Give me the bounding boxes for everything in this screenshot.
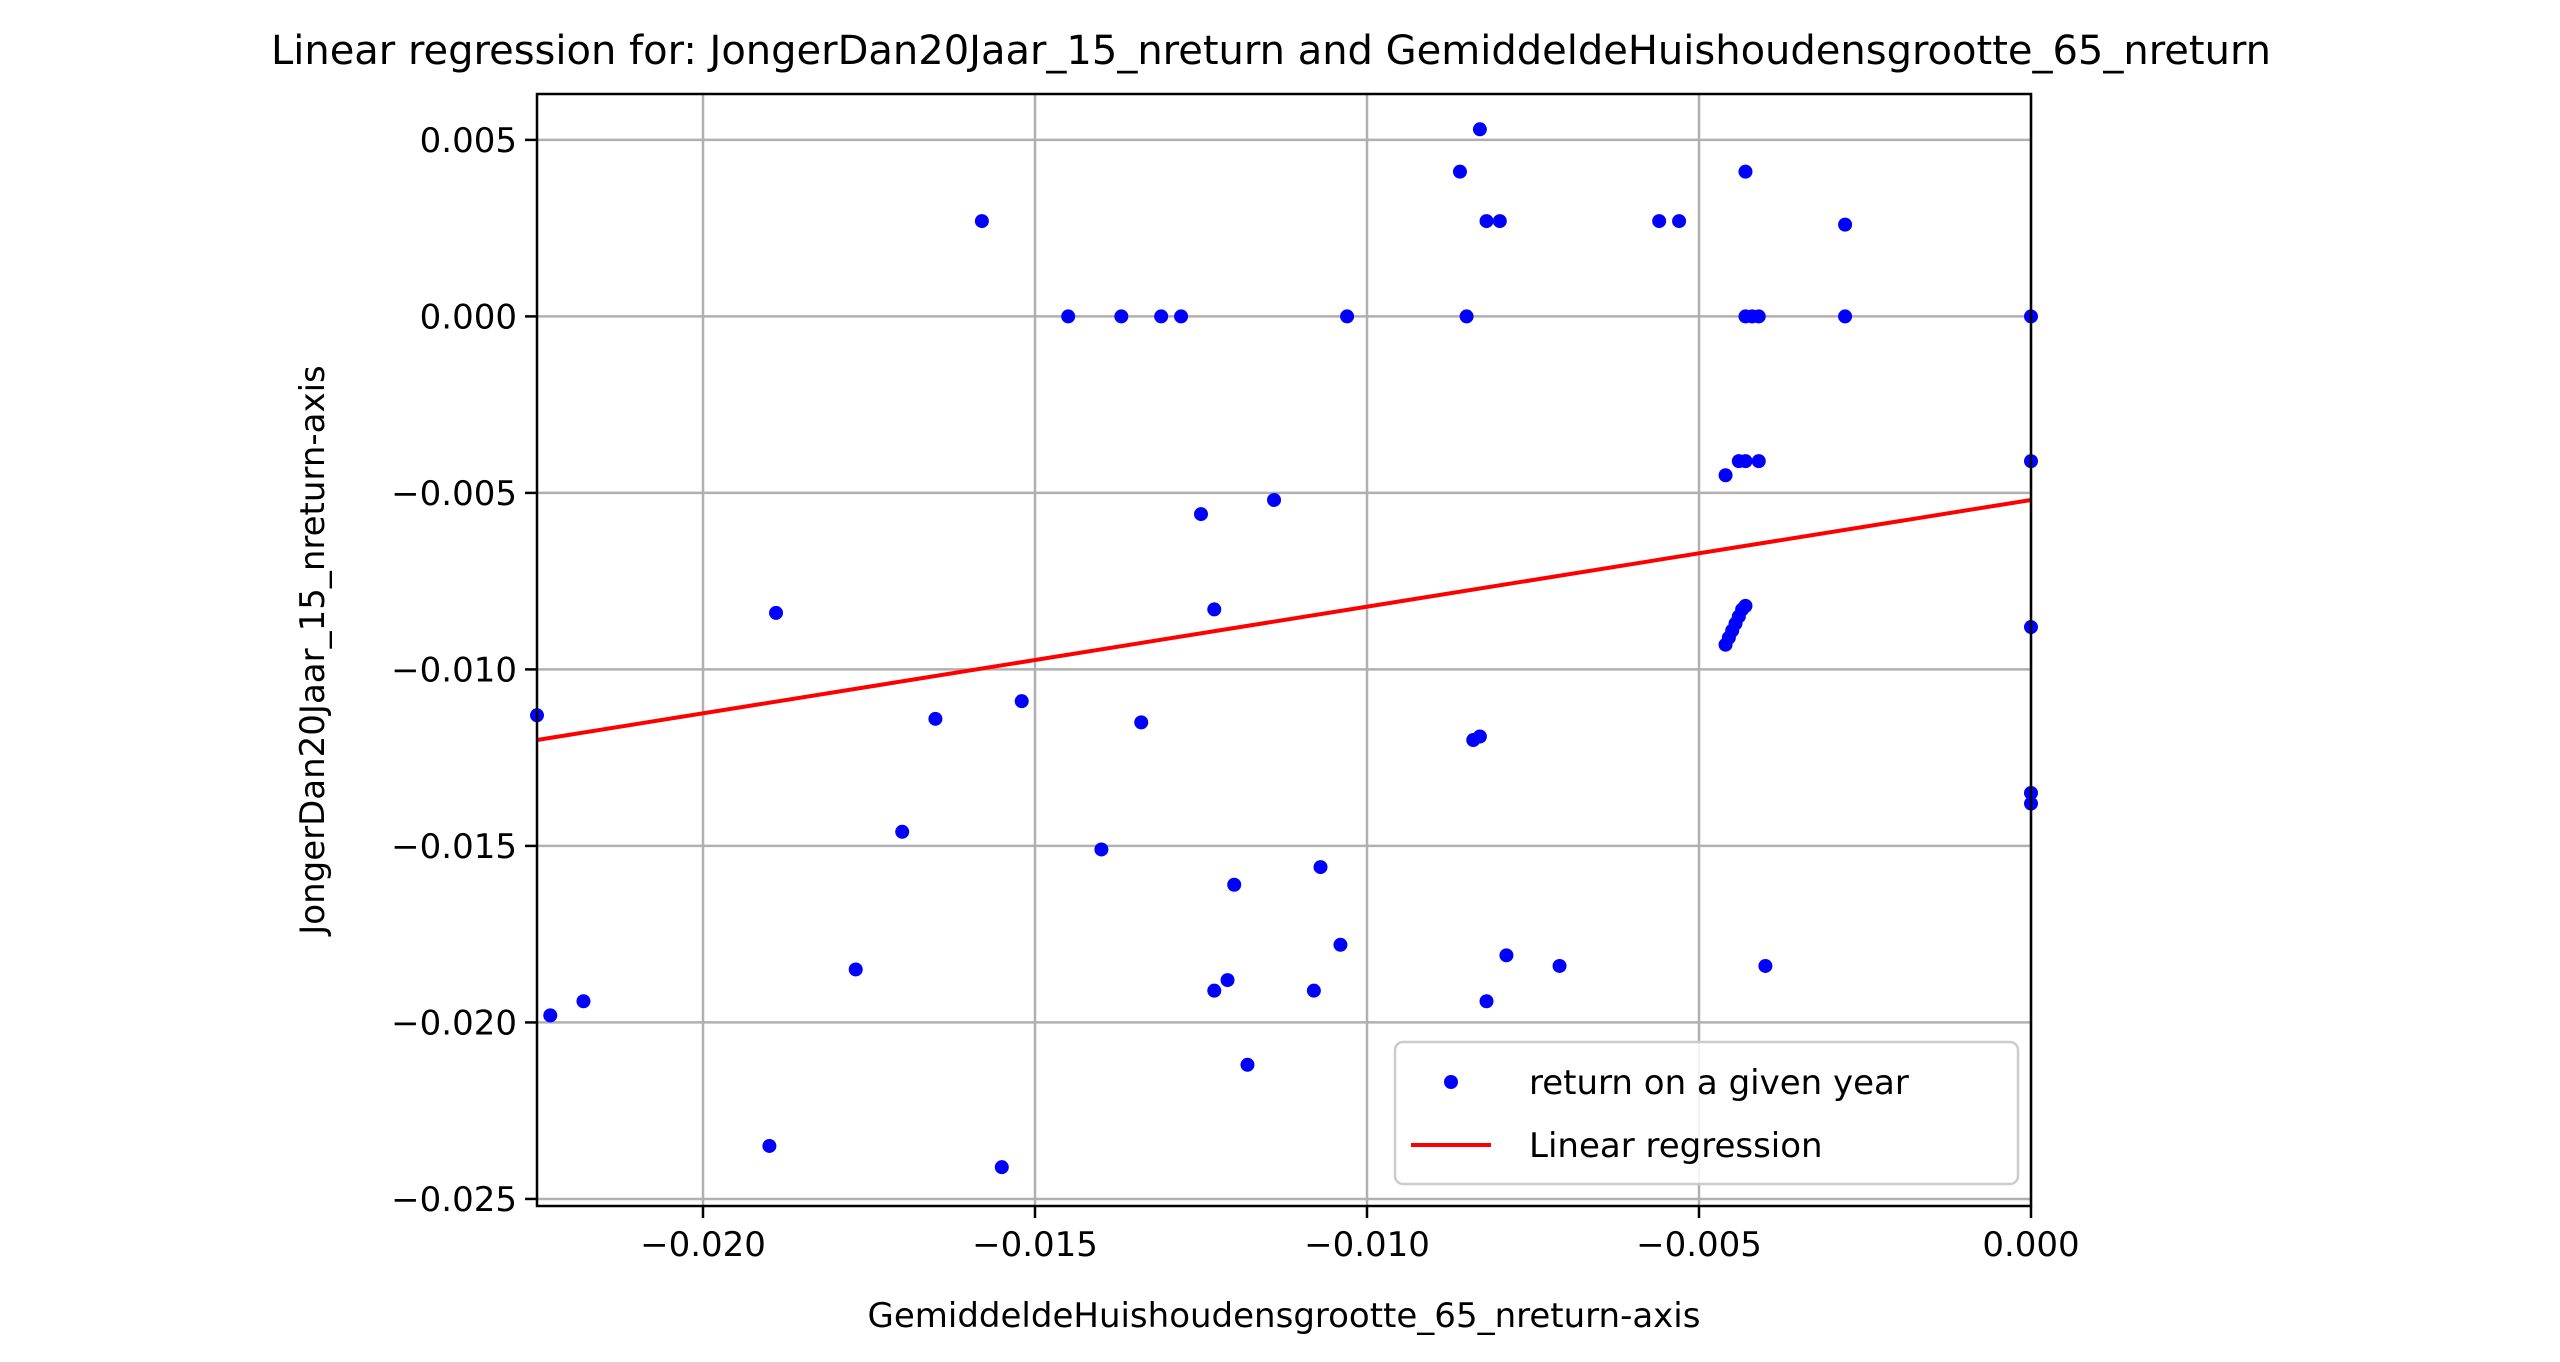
legend-label-scatter: return on a given year — [1529, 1063, 1909, 1103]
scatter-point — [1472, 122, 1487, 137]
legend: return on a given year Linear regression — [1393, 1040, 2020, 1186]
y-tick-label: 0.000 — [420, 297, 517, 337]
scatter-point — [1452, 164, 1467, 179]
scatter-point — [1738, 164, 1753, 179]
chart-title: Linear regression for: JongerDan20Jaar_1… — [271, 28, 2271, 74]
scatter-point — [895, 824, 910, 839]
x-axis-ticks: −0.020 −0.015 −0.010 −0.005 0.000 — [640, 1206, 2080, 1265]
scatter-point — [1751, 454, 1766, 469]
scatter-point — [1838, 217, 1853, 232]
y-axis-ticks: 0.005 0.000 −0.005 −0.010 −0.015 −0.020 −0.025 — [391, 121, 537, 1220]
x-tick-label: −0.005 — [1636, 1225, 1762, 1265]
scatter-point — [1652, 214, 1667, 229]
scatter-point — [1174, 309, 1189, 324]
x-tick-label: −0.010 — [1304, 1225, 1430, 1265]
scatter-point — [974, 214, 989, 229]
scatter-point — [769, 605, 784, 620]
scatter-point — [1672, 214, 1687, 229]
scatter-point — [1751, 309, 1766, 324]
scatter-point — [1499, 948, 1514, 963]
plot-area-frame — [535, 92, 2033, 1208]
scatter-point — [928, 711, 943, 726]
scatter-point — [1340, 309, 1355, 324]
scatter-point — [1838, 309, 1853, 324]
scatter-point — [1313, 860, 1328, 875]
y-tick-label: −0.020 — [391, 1003, 517, 1043]
scatter-point — [1094, 842, 1109, 857]
x-tick-label: −0.015 — [972, 1225, 1098, 1265]
scatter-point — [1459, 309, 1474, 324]
scatter-point — [1207, 602, 1222, 617]
scatter-point — [576, 994, 591, 1009]
scatter-point — [1061, 309, 1076, 324]
scatter-point — [1738, 454, 1753, 469]
scatter-point — [1014, 694, 1029, 709]
scatter-point — [1492, 214, 1507, 229]
scatter-point — [1134, 715, 1149, 730]
scatter-point — [543, 1008, 558, 1023]
y-axis-label: JongerDan20Jaar_15_nreturn-axis — [293, 365, 333, 937]
scatter-point — [1758, 958, 1773, 973]
scatter-point — [1267, 492, 1282, 507]
scatter-point — [1552, 958, 1567, 973]
scatter-point — [848, 962, 863, 977]
y-tick-label: −0.025 — [391, 1180, 517, 1220]
scatter-point — [1227, 877, 1242, 892]
scatter-point — [1718, 468, 1733, 483]
scatter-point — [1154, 309, 1169, 324]
regression-layer — [536, 497, 2032, 742]
y-tick-label: −0.005 — [391, 474, 517, 514]
scatter-point — [1194, 507, 1208, 522]
scatter-point — [1240, 1057, 1255, 1072]
y-tick-label: −0.010 — [391, 650, 517, 690]
x-axis-label: GemiddeldeHuishoudensgrootte_65_nreturn-… — [868, 1296, 1701, 1336]
y-tick-label: 0.005 — [420, 121, 517, 161]
scatter-point — [1333, 937, 1348, 952]
scatter-point — [994, 1160, 1009, 1175]
legend-label-regression: Linear regression — [1529, 1126, 1823, 1166]
scatter-point — [1479, 214, 1494, 229]
scatter-point — [1738, 598, 1753, 613]
legend-box — [1393, 1040, 2020, 1186]
scatter-point — [762, 1138, 777, 1153]
scatter-points — [530, 122, 2038, 1175]
legend-scatter-marker — [1444, 1075, 1458, 1089]
scatter-point — [1220, 973, 1235, 988]
y-tick-label: −0.015 — [391, 827, 517, 867]
regression-line — [536, 497, 2032, 742]
x-tick-label: 0.000 — [1982, 1225, 2079, 1265]
scatter-point — [1207, 983, 1222, 998]
scatter-point — [1306, 983, 1321, 998]
scatter-point — [1479, 994, 1494, 1009]
scatter-point — [1114, 309, 1129, 324]
scatter-point — [1472, 729, 1487, 744]
x-tick-label: −0.020 — [640, 1225, 766, 1265]
